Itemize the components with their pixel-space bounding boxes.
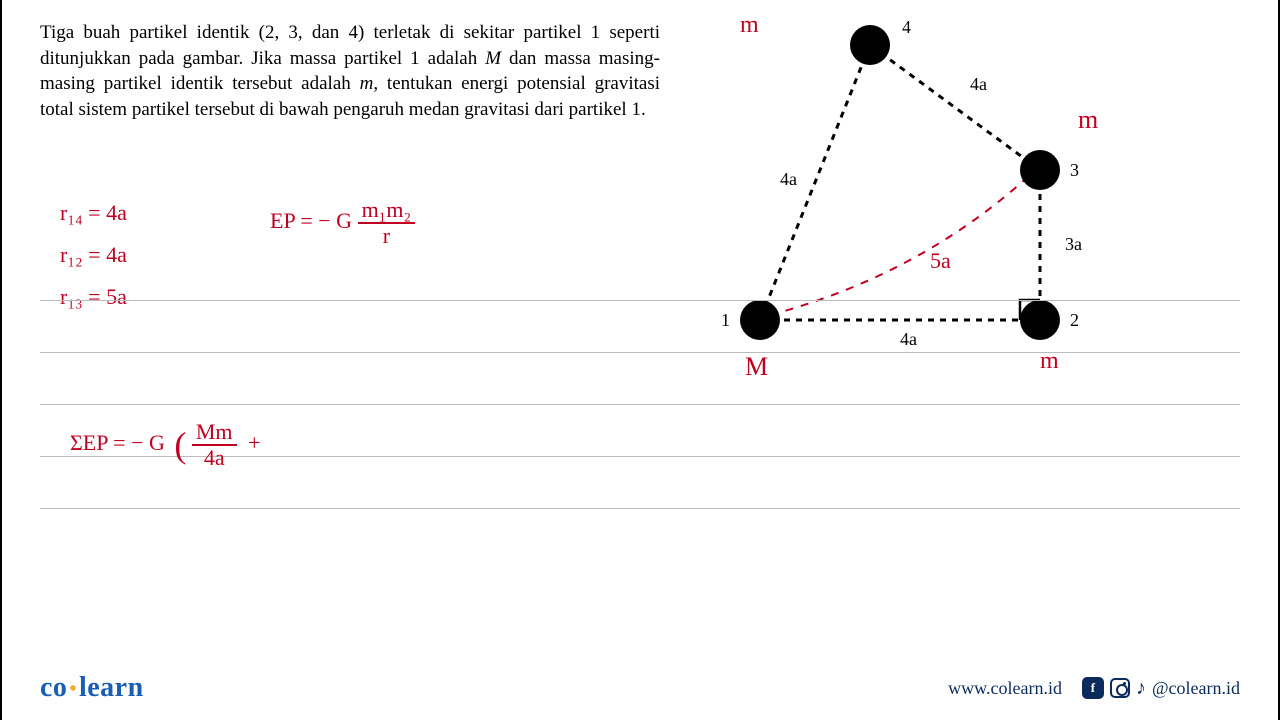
logo-co: co (40, 672, 67, 703)
ruled-line (40, 404, 1240, 405)
ruled-line (40, 352, 1240, 353)
ep-frac-num: m₁m₂ (358, 198, 416, 224)
ep-label: EP = − G (270, 208, 352, 233)
ruled-line (40, 300, 1240, 301)
tiktok-icon: ♪ (1136, 677, 1146, 700)
problem-statement: Tiga buah partikel identik (2, 3, dan 4)… (40, 20, 660, 123)
sum-plus: + (248, 430, 260, 455)
logo-learn: learn (79, 672, 144, 703)
svg-text:3: 3 (1070, 160, 1079, 180)
sum-frac-den: 4a (192, 446, 237, 470)
footer-url: www.colearn.id (948, 678, 1062, 699)
svg-text:4a: 4a (780, 169, 797, 189)
handwriting-r14: r₁₄ = 4a (60, 200, 127, 226)
ep-frac-den: r (358, 224, 416, 248)
handwriting-ep-formula: EP = − G m₁m₂ r (270, 198, 415, 248)
problem-var-M: M (485, 48, 501, 69)
social-icons: f ♪ @colearn.id (1082, 677, 1240, 700)
sum-fraction: Mm 4a (192, 420, 237, 470)
svg-text:m: m (1078, 105, 1098, 134)
page-left-border (0, 0, 2, 720)
handwriting-r12: r₁₂ = 4a (60, 242, 127, 268)
ruled-line (40, 508, 1240, 509)
sum-frac-num: Mm (192, 420, 237, 446)
svg-text:4a: 4a (970, 74, 987, 94)
svg-text:3a: 3a (1065, 234, 1082, 254)
colearn-logo: co•learn (40, 672, 144, 704)
facebook-icon: f (1082, 677, 1104, 699)
handwriting-sum-ep: ΣEP = − G ( Mm 4a + (70, 420, 260, 470)
footer-handle: @colearn.id (1152, 678, 1240, 699)
logo-dot-icon: • (69, 678, 77, 700)
svg-text:m: m (740, 20, 759, 38)
svg-text:4: 4 (902, 20, 911, 37)
paren-open: ( (174, 425, 186, 465)
sum-label: ΣEP = − G (70, 430, 165, 455)
ep-fraction: m₁m₂ r (358, 198, 416, 248)
content-area: Tiga buah partikel identik (2, 3, dan 4)… (40, 20, 1240, 660)
instagram-icon (1110, 678, 1130, 698)
footer-right: www.colearn.id f ♪ @colearn.id (948, 677, 1240, 700)
problem-var-m: m (360, 73, 374, 94)
svg-text:5a: 5a (930, 248, 951, 273)
page-footer: co•learn www.colearn.id f ♪ @colearn.id (40, 668, 1240, 708)
